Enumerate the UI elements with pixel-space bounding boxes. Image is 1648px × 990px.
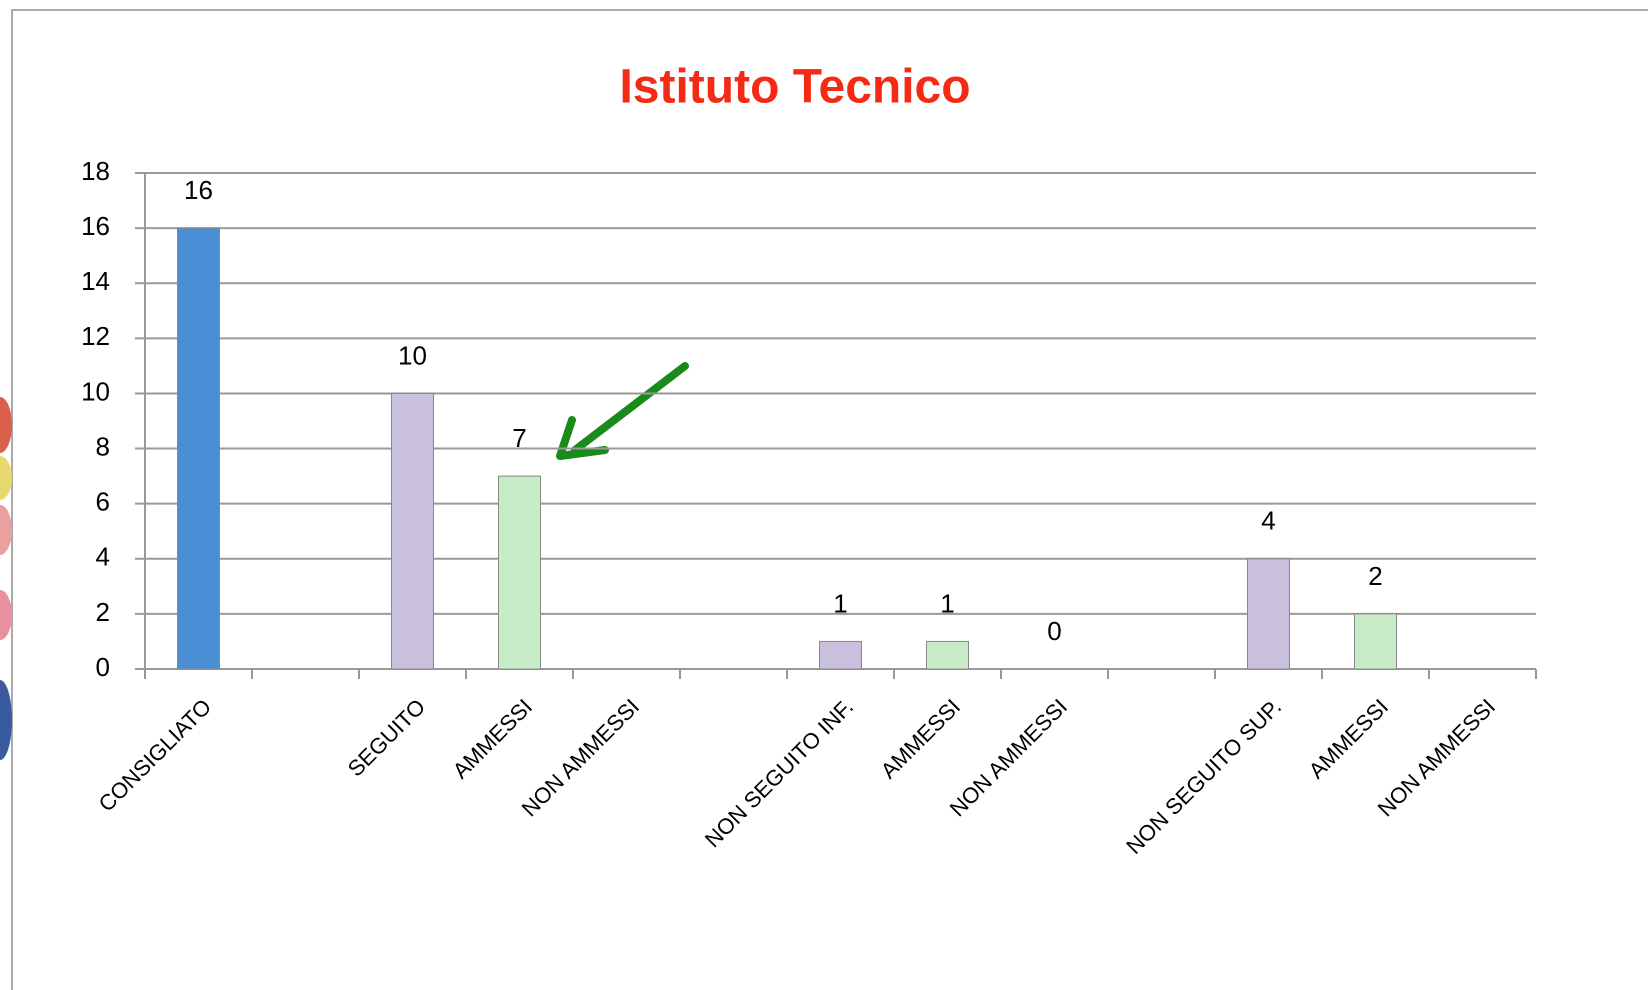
- bar: [1247, 558, 1290, 670]
- data-label: 2: [1368, 561, 1382, 591]
- decoration: [0, 397, 12, 760]
- y-tick-label: 18: [81, 156, 110, 186]
- y-tick-label: 16: [81, 211, 110, 241]
- chart-frame: [11, 9, 1648, 990]
- y-tick-label: 10: [81, 376, 110, 406]
- bar: [498, 475, 541, 670]
- bar: [819, 640, 862, 670]
- data-label: 1: [940, 588, 954, 618]
- y-tick-label: 0: [96, 652, 110, 682]
- chart-title: Istituto Tecnico: [619, 61, 970, 114]
- data-label: 7: [512, 423, 526, 453]
- y-tick-label: 12: [81, 321, 110, 351]
- y-tick-label: 8: [96, 431, 110, 461]
- bar: [177, 227, 220, 670]
- y-tick-label: 2: [96, 597, 110, 627]
- y-tick-label: 4: [96, 542, 110, 572]
- bar: [391, 392, 434, 670]
- data-label: 0: [1047, 616, 1061, 646]
- bar: [1354, 613, 1397, 670]
- data-label: 1: [833, 588, 847, 618]
- y-tick-label: 14: [81, 266, 110, 296]
- bar: [926, 640, 969, 670]
- annotation-arrow: [556, 362, 689, 460]
- data-label: 4: [1261, 506, 1275, 536]
- data-label: 10: [398, 340, 427, 370]
- data-label: 16: [184, 175, 213, 205]
- y-tick-label: 6: [96, 487, 110, 517]
